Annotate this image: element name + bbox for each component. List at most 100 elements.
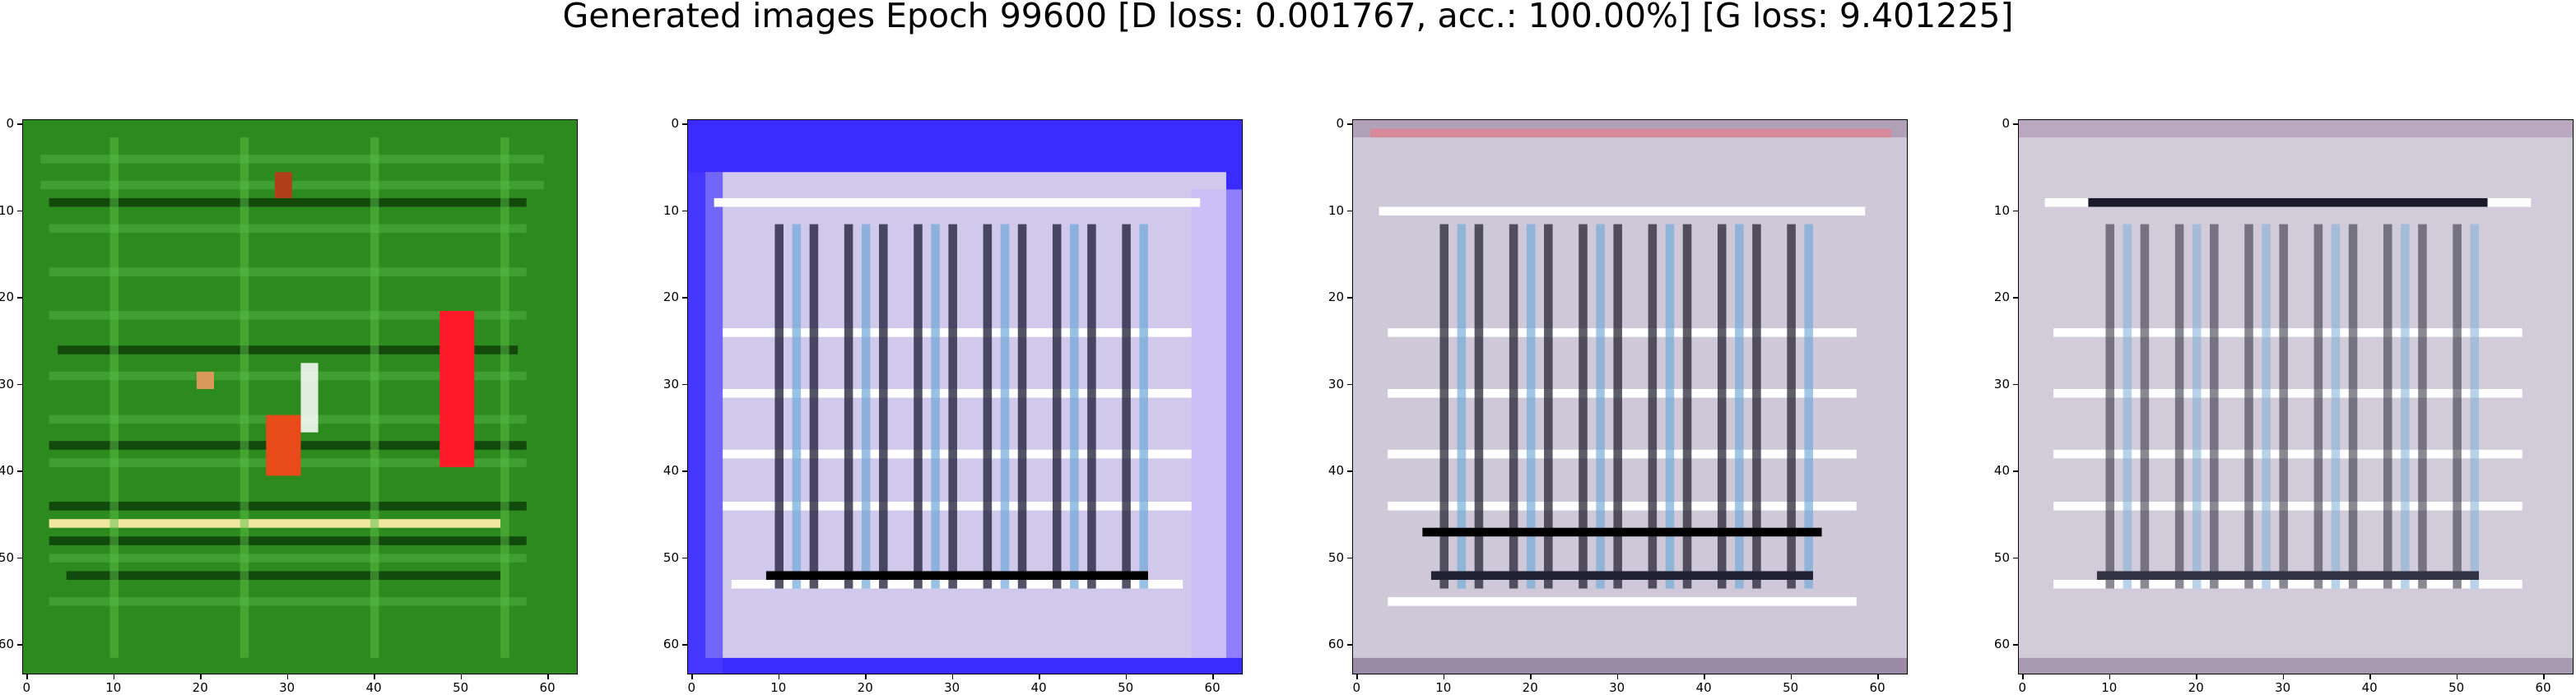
x-tick-label: 20 <box>192 680 208 695</box>
y-tick-mark <box>1347 297 1352 299</box>
x-tick-mark <box>1212 674 1214 679</box>
x-tick-label: 0 <box>2018 680 2027 695</box>
x-tick-label: 0 <box>687 680 696 695</box>
x-tick-mark <box>778 674 780 679</box>
x-tick-label: 50 <box>1783 680 1799 695</box>
y-tick-mark <box>2013 644 2018 646</box>
x-tick-mark <box>1039 674 1040 679</box>
x-tick-mark <box>2196 674 2197 679</box>
y-tick-label: 50 <box>1328 549 1344 565</box>
x-tick-label: 30 <box>1609 680 1625 695</box>
y-tick-mark <box>682 210 687 212</box>
y-tick-label: 0 <box>1336 116 1344 132</box>
y-tick-label: 40 <box>663 463 679 479</box>
y-tick-label: 10 <box>1993 202 2010 218</box>
x-tick-mark <box>1704 674 1705 679</box>
generated-image-green <box>23 120 577 674</box>
x-tick-mark <box>2282 674 2285 679</box>
x-tick-mark <box>951 674 954 679</box>
y-tick-mark <box>1347 557 1352 559</box>
y-tick-label: 20 <box>1328 290 1344 305</box>
x-tick-mark <box>460 674 463 679</box>
x-tick-label: 60 <box>539 680 556 695</box>
y-tick-label: 60 <box>0 637 14 652</box>
x-tick-label: 50 <box>453 680 469 695</box>
y-tick-label: 20 <box>663 290 679 305</box>
x-tick-label: 40 <box>365 680 382 695</box>
y-tick-label: 0 <box>6 116 14 132</box>
x-tick-label: 10 <box>1435 680 1452 695</box>
x-tick-label: 60 <box>1204 680 1221 695</box>
x-tick-mark <box>200 674 202 679</box>
y-tick-label: 60 <box>663 637 679 652</box>
x-tick-mark <box>1443 674 1445 679</box>
y-tick-mark <box>682 383 687 386</box>
y-tick-label: 30 <box>1328 376 1344 392</box>
y-tick-mark <box>1347 123 1352 125</box>
x-tick-label: 40 <box>1030 680 1047 695</box>
y-tick-mark <box>1347 383 1352 386</box>
y-tick-label: 10 <box>1328 202 1344 218</box>
x-tick-mark <box>26 674 28 679</box>
generated-image-gray-faint <box>2019 120 2573 674</box>
y-tick-mark <box>17 383 22 386</box>
figure-title: Generated images Epoch 99600 [D loss: 0.… <box>562 0 2014 35</box>
x-tick-mark <box>1616 674 1619 679</box>
x-tick-label: 20 <box>2188 680 2204 695</box>
y-tick-mark <box>2013 297 2018 299</box>
y-tick-label: 40 <box>0 463 14 479</box>
y-tick-mark <box>682 557 687 559</box>
generated-image-gray-pink <box>1353 120 1907 674</box>
x-tick-label: 10 <box>770 680 787 695</box>
y-tick-label: 0 <box>2002 116 2010 132</box>
y-tick-mark <box>17 470 22 472</box>
x-tick-label: 50 <box>1118 680 1134 695</box>
x-tick-mark <box>1877 674 1879 679</box>
y-tick-mark <box>1347 470 1352 472</box>
y-tick-mark <box>1347 644 1352 646</box>
y-tick-label: 50 <box>663 549 679 565</box>
y-tick-mark <box>2013 210 2018 212</box>
x-tick-label: 40 <box>1695 680 1712 695</box>
x-tick-label: 0 <box>22 680 31 695</box>
x-tick-mark <box>113 674 115 679</box>
generated-image-panel-3: 0 10 20 30 40 50 60 0 10 20 30 40 50 60 <box>1328 118 1908 694</box>
y-tick-mark <box>2013 557 2018 559</box>
image-frame <box>22 119 578 674</box>
y-tick-label: 30 <box>0 376 14 392</box>
x-tick-mark <box>2543 674 2545 679</box>
y-tick-label: 50 <box>1993 549 2010 565</box>
y-tick-mark <box>682 644 687 646</box>
x-tick-label: 40 <box>2361 680 2378 695</box>
x-tick-label: 20 <box>1522 680 1538 695</box>
x-tick-label: 20 <box>857 680 873 695</box>
y-tick-mark <box>682 123 687 125</box>
y-tick-mark <box>17 297 22 299</box>
y-tick-mark <box>682 470 687 472</box>
y-tick-label: 20 <box>1993 290 2010 305</box>
y-tick-mark <box>2013 383 2018 386</box>
x-tick-label: 10 <box>105 680 122 695</box>
y-tick-label: 40 <box>1993 463 2010 479</box>
x-tick-label: 60 <box>2535 680 2551 695</box>
image-frame <box>687 119 1243 674</box>
x-tick-label: 30 <box>944 680 960 695</box>
x-tick-mark <box>1790 674 1793 679</box>
x-tick-mark <box>1530 674 1532 679</box>
x-tick-mark <box>286 674 289 679</box>
y-tick-mark <box>17 644 22 646</box>
y-tick-label: 60 <box>1993 637 2010 652</box>
y-tick-mark <box>682 297 687 299</box>
generated-image-panel-4: 0 10 20 30 40 50 60 0 10 20 30 40 50 60 <box>1994 118 2574 694</box>
generated-image-panel-2: 0 10 20 30 40 50 60 0 10 20 30 40 50 60 <box>663 118 1243 694</box>
x-tick-mark <box>374 674 375 679</box>
x-tick-mark <box>2022 674 2024 679</box>
x-tick-mark <box>865 674 867 679</box>
x-tick-label: 30 <box>2275 680 2291 695</box>
y-tick-label: 40 <box>1328 463 1344 479</box>
y-tick-label: 20 <box>0 290 14 305</box>
x-tick-label: 10 <box>2101 680 2118 695</box>
y-tick-label: 10 <box>663 202 679 218</box>
image-frame <box>1352 119 1908 674</box>
x-tick-label: 50 <box>2448 680 2465 695</box>
